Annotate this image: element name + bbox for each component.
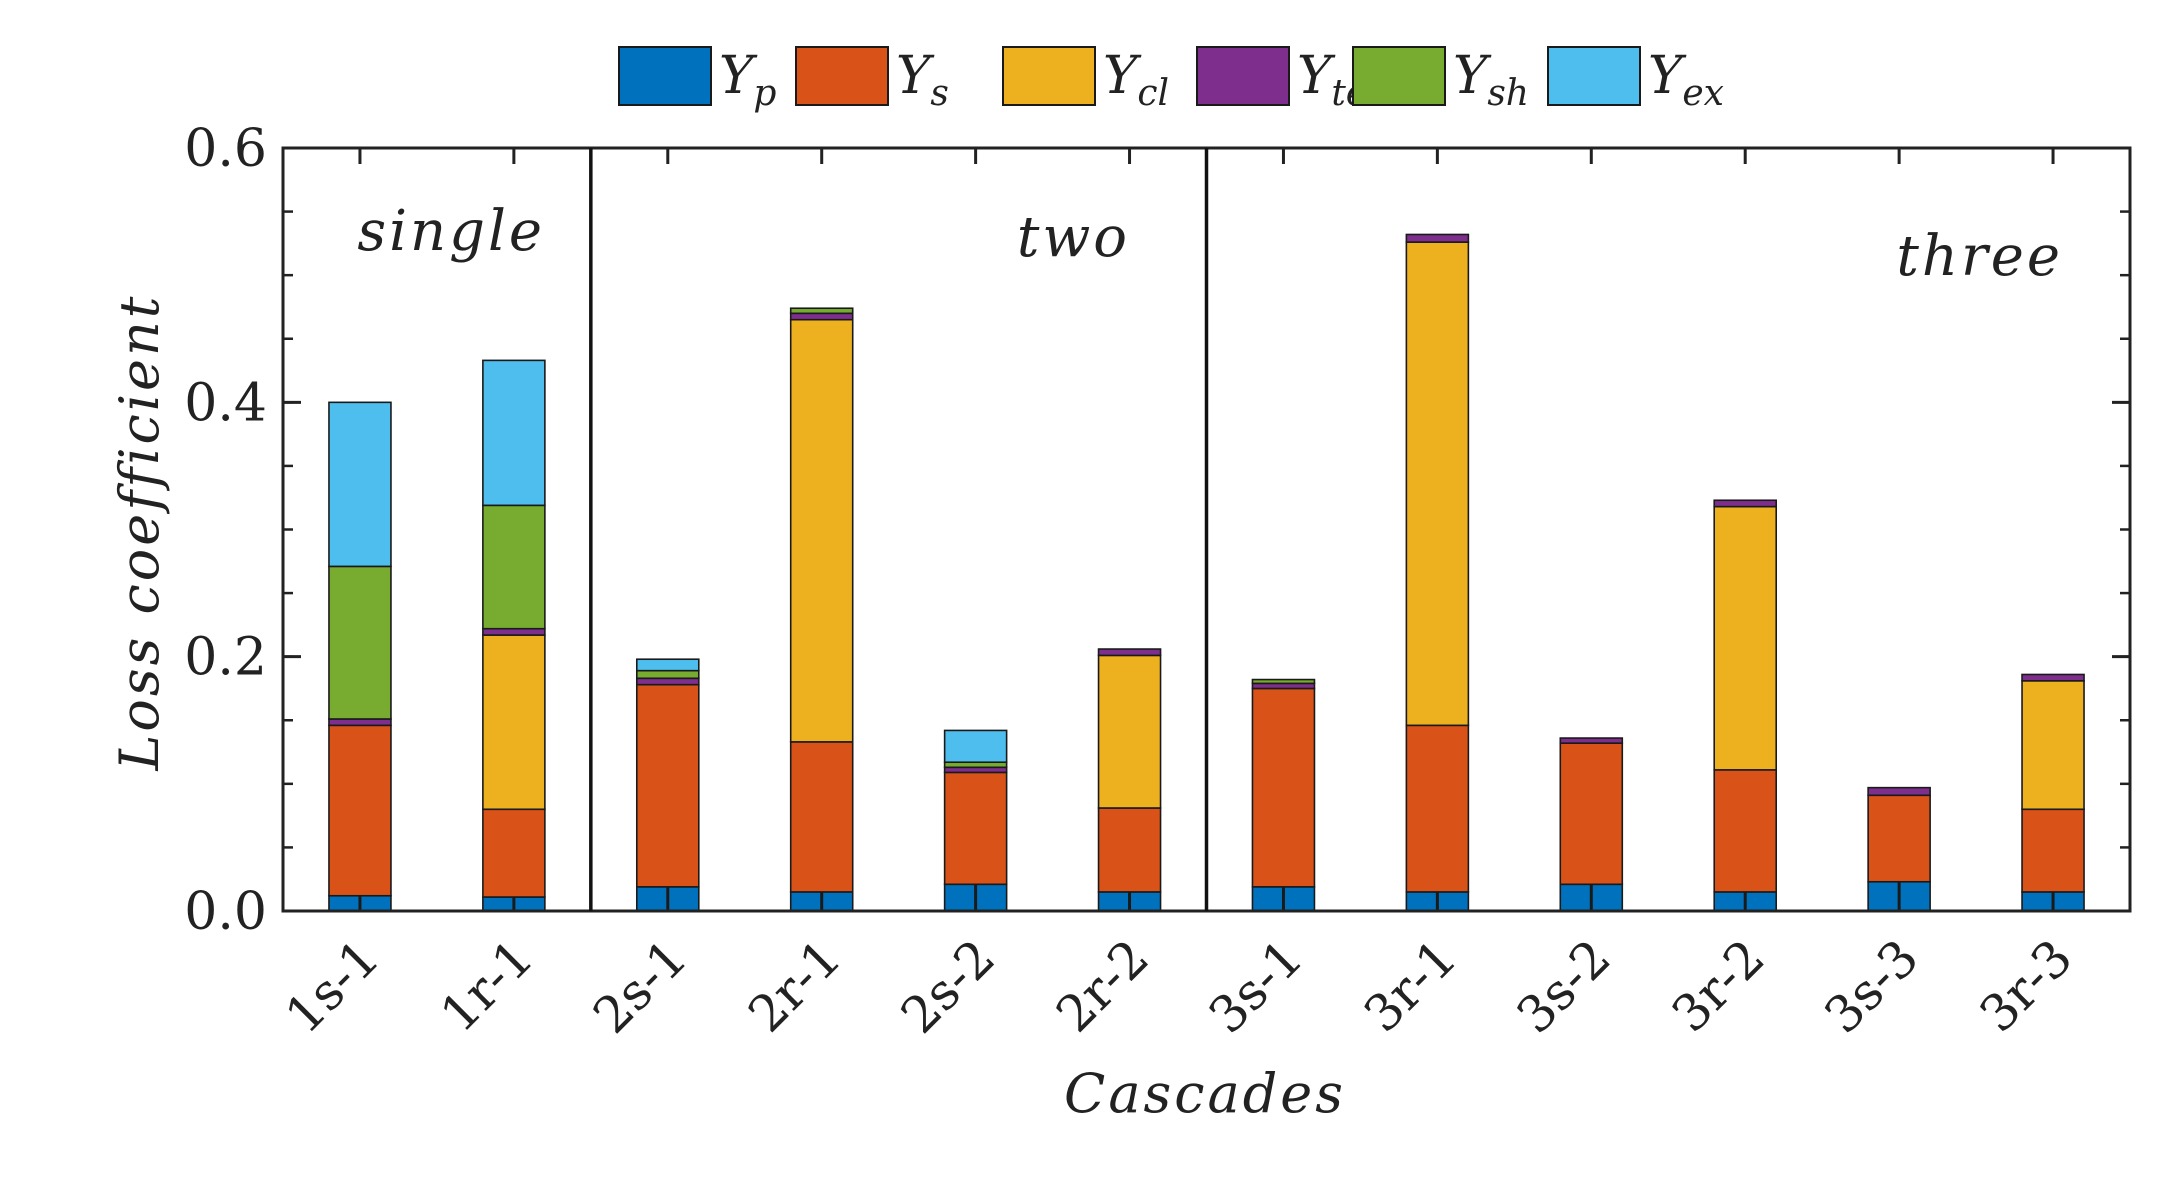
bar-3s-2-Yte bbox=[1559, 737, 1624, 744]
bars bbox=[328, 233, 2085, 912]
bar-3r-3-Ys bbox=[2021, 808, 2085, 893]
x-tick-label-3r-3: 3r-3 bbox=[1969, 928, 2084, 1043]
group-label-two: two bbox=[1017, 205, 1130, 270]
y-tick-label: 0.4 bbox=[184, 373, 267, 433]
bar-2r-1-Ys bbox=[789, 741, 854, 893]
x-tick-label-3s-3: 3s-3 bbox=[1814, 928, 1930, 1044]
y-tick-label: 0.0 bbox=[184, 882, 267, 942]
bar-1s-1-Yex bbox=[328, 401, 392, 568]
legend-swatch-Yte bbox=[1196, 46, 1290, 106]
group-labels: single two three bbox=[357, 199, 2063, 289]
legend-label-Ysh: Ysh bbox=[1453, 46, 1529, 114]
x-tick-label-3s-2: 3s-2 bbox=[1506, 928, 1622, 1044]
bar-3r-2-Ys bbox=[1713, 769, 1778, 893]
bar-2r-2-Ys bbox=[1097, 807, 1162, 893]
bar-1r-1-Yex bbox=[482, 359, 546, 507]
bar-3s-3-Yte bbox=[1867, 786, 1931, 797]
bar-3s-1-Ys bbox=[1251, 687, 1316, 888]
bar-2s-1-Yex bbox=[635, 658, 700, 672]
bar-3r-2-Ycl bbox=[1713, 505, 1778, 771]
x-axis: 1s-1 1r-1 2s-1 2r-1 2s-2 2r-2 3s-1 3r-1 3s-2 3r-2… bbox=[274, 928, 2083, 1044]
bar-3r-3-Yte bbox=[2021, 673, 2085, 682]
legend-label-Ys: Ys bbox=[896, 46, 949, 114]
x-tick-label-1r-1: 1r-1 bbox=[430, 928, 545, 1043]
bar-2r-1-Yte bbox=[789, 312, 854, 321]
legend-label-Yex: Yex bbox=[1648, 46, 1724, 114]
bar-3s-3-Ys bbox=[1867, 794, 1931, 883]
bar-3s-2-Ys bbox=[1559, 742, 1624, 886]
plot-frame bbox=[281, 146, 2132, 913]
bar-3r-1-Ycl bbox=[1405, 241, 1470, 727]
bar-2r-1-Ycl bbox=[789, 318, 854, 743]
legend-label-Yp: Yp bbox=[719, 46, 776, 114]
legend-label-Ycl: Ycl bbox=[1103, 46, 1169, 114]
x-tick-label-2s-1: 2s-1 bbox=[582, 928, 698, 1044]
bar-3r-2-Yte bbox=[1713, 499, 1778, 508]
legend-swatch-Ycl bbox=[1002, 46, 1096, 106]
bar-3r-1-Ys bbox=[1405, 724, 1470, 893]
bar-2r-1-Ysh bbox=[789, 307, 854, 315]
bar-2s-1-Ysh bbox=[635, 669, 700, 680]
y-axis: 0.0 0.2 0.4 0.6 bbox=[184, 119, 2130, 942]
bar-1s-1-Ysh bbox=[328, 565, 392, 720]
x-tick-label-3r-1: 3r-1 bbox=[1353, 928, 1468, 1043]
bar-3s-1-Ysh bbox=[1251, 678, 1316, 685]
group-label-single: single bbox=[357, 199, 545, 264]
bar-1r-1-Ycl bbox=[482, 634, 546, 811]
x-tick-label-1s-1: 1s-1 bbox=[274, 928, 390, 1044]
bar-2r-2-Ycl bbox=[1097, 654, 1162, 809]
legend-swatch-Ysh bbox=[1352, 46, 1446, 106]
y-axis-label: Loss coefficient bbox=[108, 294, 171, 772]
bar-1r-1-Yte bbox=[482, 627, 546, 636]
legend-swatch-Ys bbox=[795, 46, 889, 106]
x-tick-label-2r-1: 2r-1 bbox=[737, 928, 852, 1043]
y-tick-label: 0.6 bbox=[184, 119, 267, 179]
legend-swatch-Yex bbox=[1547, 46, 1641, 106]
y-tick-label: 0.2 bbox=[184, 628, 267, 688]
bar-2s-2-Ys bbox=[943, 771, 1008, 886]
bar-3r-1-Yte bbox=[1405, 233, 1470, 243]
x-axis-label: Cascades bbox=[1064, 1062, 1346, 1125]
x-tick-label-3s-1: 3s-1 bbox=[1198, 928, 1314, 1044]
x-tick-label-2r-2: 2r-2 bbox=[1045, 928, 1160, 1043]
legend: Yp Ys Ycl Yte Ysh Yex bbox=[618, 46, 1724, 114]
bar-1r-1-Ysh bbox=[482, 504, 546, 630]
bar-3r-3-Ycl bbox=[2021, 680, 2085, 811]
x-tick-label-3r-2: 3r-2 bbox=[1661, 928, 1776, 1043]
x-tick-label-2s-2: 2s-2 bbox=[890, 928, 1006, 1044]
bar-2r-2-Yte bbox=[1097, 648, 1162, 657]
bar-2s-2-Yex bbox=[943, 729, 1008, 764]
bar-1r-1-Ys bbox=[482, 808, 546, 898]
group-label-three: three bbox=[1896, 224, 2063, 289]
bar-2s-1-Yte bbox=[635, 677, 700, 686]
legend-swatch-Yp bbox=[618, 46, 712, 106]
bar-1s-1-Yte bbox=[328, 718, 392, 727]
bar-1s-1-Ys bbox=[328, 724, 392, 897]
bar-2s-1-Ys bbox=[635, 683, 700, 888]
